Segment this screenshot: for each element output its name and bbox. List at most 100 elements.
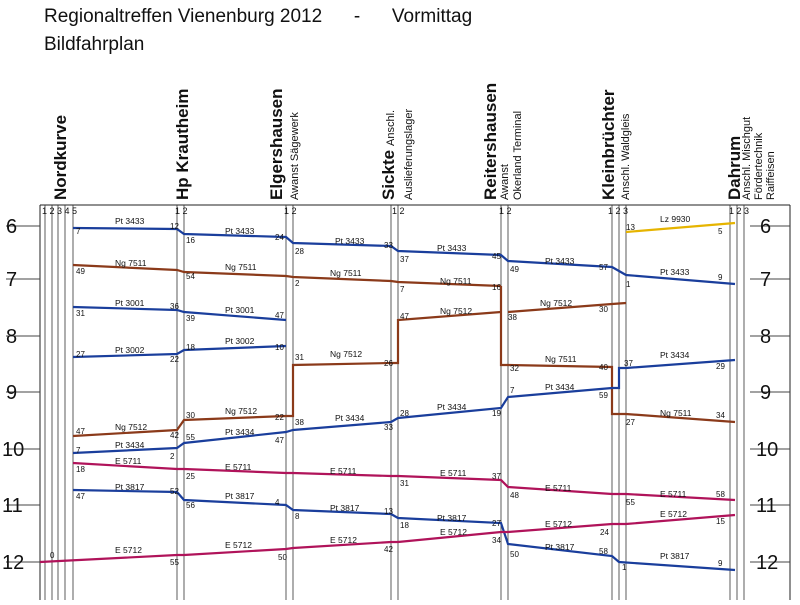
station-sickte: Sickte Anschl. Auslieferungslager 1 2	[379, 109, 415, 216]
station-name: Reitershausen	[481, 83, 500, 200]
train-label: E 5712	[115, 545, 142, 555]
time-label: 32	[510, 364, 519, 373]
track-numbers: 1 2	[175, 206, 188, 216]
time-label: 52	[170, 487, 179, 496]
train-label: Pt 3433	[437, 243, 467, 253]
time-label: 36	[170, 302, 179, 311]
station-name: Hp Krautheim	[173, 89, 192, 200]
station-sub: Auslieferungslager	[403, 109, 415, 200]
time-label: 1	[622, 563, 627, 572]
train-e-5712: E 5712 E 5712 E 5712 E 5712 E 5712 E 5712 0 55 5…	[39, 509, 736, 567]
train-path-line	[72, 263, 502, 288]
train-label: Ng 7511	[545, 354, 577, 364]
station-reitershausen: Reitershausen Awanst Okerland Terminal 1…	[481, 83, 524, 216]
time-label: 58	[716, 490, 725, 499]
time-label: 27	[76, 350, 85, 359]
time-label: 38	[508, 313, 517, 322]
train-label: Pt 3001	[115, 298, 145, 308]
train-label: Pt 3817	[660, 551, 690, 561]
hour-label: 10	[2, 439, 24, 461]
train-label: Pt 3434	[660, 350, 690, 360]
time-label: 28	[295, 247, 304, 256]
train-label: Pt 3434	[335, 413, 365, 423]
train-ng-7511-a: Ng 7511 Ng 7511 Ng 7511 Ng 7511 49 54 2 7 16	[72, 258, 502, 294]
time-label: 7	[76, 446, 81, 455]
time-label: 24	[275, 233, 284, 242]
train-lz-9930: Lz 9930 13 5	[625, 214, 736, 236]
train-path-line	[72, 344, 287, 359]
time-label: 45	[492, 252, 501, 261]
time-label: 25	[186, 472, 195, 481]
station-name: Dahrum	[725, 136, 744, 200]
train-label: Ng 7512	[540, 298, 572, 308]
station-sub: Fördertechnik	[753, 132, 765, 200]
time-label: 37	[400, 255, 409, 264]
track-numbers: 1 2 3	[608, 206, 628, 216]
time-label: 50	[278, 553, 287, 562]
time-label: 7	[400, 285, 405, 294]
train-label: Pt 3433	[660, 267, 690, 277]
train-label: Ng 7511	[660, 408, 692, 418]
station-nordkurve: Nordkurve 1 2 3 4 5	[42, 115, 77, 216]
train-label: Pt 3817	[330, 503, 360, 513]
hour-label: 6	[760, 216, 771, 238]
train-label: E 5711	[225, 462, 252, 472]
time-label: 30	[186, 411, 195, 420]
time-label: 18	[186, 343, 195, 352]
station-sub: Awanst Sägewerk	[289, 112, 301, 200]
train-paths: Pt 3433 Pt 3433 Pt 3433 Pt 3433 Pt 3433 Pt 34…	[39, 214, 736, 572]
hour-label: 9	[760, 382, 771, 404]
time-label: 27	[626, 418, 635, 427]
train-label: E 5712	[660, 509, 687, 519]
time-label: 7	[510, 386, 515, 395]
station-sub: Anschl. Waldgleis	[620, 113, 632, 200]
train-pt-3433: Pt 3433 Pt 3433 Pt 3433 Pt 3433 Pt 3433 Pt 34…	[72, 216, 736, 289]
time-label: 34	[492, 536, 501, 545]
time-label: 42	[170, 431, 179, 440]
time-label: 27	[492, 519, 501, 528]
train-label: Ng 7511	[440, 276, 472, 286]
train-label: E 5711	[330, 466, 357, 476]
time-label: 49	[510, 265, 519, 274]
train-label: Pt 3433	[225, 226, 255, 236]
time-label: 12	[170, 222, 179, 231]
train-label: Lz 9930	[660, 214, 691, 224]
time-label: 0	[50, 551, 55, 560]
time-label: 22	[275, 413, 284, 422]
track-numbers: 1 2 3	[729, 206, 749, 216]
time-label: 50	[510, 550, 519, 559]
station-sub: Raiffeisen	[765, 151, 777, 200]
train-label: Pt 3002	[225, 336, 255, 346]
train-label: Pt 3433	[335, 236, 365, 246]
time-label: 2	[295, 279, 300, 288]
time-label: 42	[384, 545, 393, 554]
train-label: Pt 3817	[545, 542, 575, 552]
train-ng-7511-b: Ng 7511 Ng 7511 32 40 27 34	[499, 286, 736, 427]
page-subtitle: Bildfahrplan	[44, 34, 145, 55]
train-label: Pt 3002	[115, 345, 145, 355]
time-label: 22	[170, 355, 179, 364]
title-separator: -	[353, 6, 361, 27]
time-label: 18	[76, 465, 85, 474]
time-label: 48	[510, 491, 519, 500]
time-label: 47	[275, 436, 284, 445]
hour-label: 12	[756, 552, 778, 574]
station-elgershausen: Elgershausen Awanst Sägewerk 1 2	[267, 89, 301, 217]
station-sub: Anschl. Mischgut	[741, 117, 753, 200]
train-path-line	[625, 221, 736, 234]
time-label: 57	[599, 263, 608, 272]
train-pt-3817: Pt 3817 Pt 3817 Pt 3817 Pt 3817 Pt 3817 Pt 38…	[72, 482, 736, 572]
time-label: 31	[295, 353, 304, 362]
time-label: 47	[400, 312, 409, 321]
train-path-line	[72, 226, 736, 286]
train-e-5711: E 5711 E 5711 E 5711 E 5711 E 5711 E 5711 18 25…	[72, 456, 736, 507]
station-name: Nordkurve	[51, 115, 70, 200]
train-path-line	[72, 305, 287, 322]
hour-label: 11	[2, 495, 23, 517]
train-pt-3002: Pt 3002 Pt 3002 27 22 18 10	[72, 336, 287, 364]
time-label: 38	[295, 418, 304, 427]
time-label: 2	[170, 452, 175, 461]
train-label: Ng 7512	[440, 306, 472, 316]
time-label: 37	[624, 359, 633, 368]
